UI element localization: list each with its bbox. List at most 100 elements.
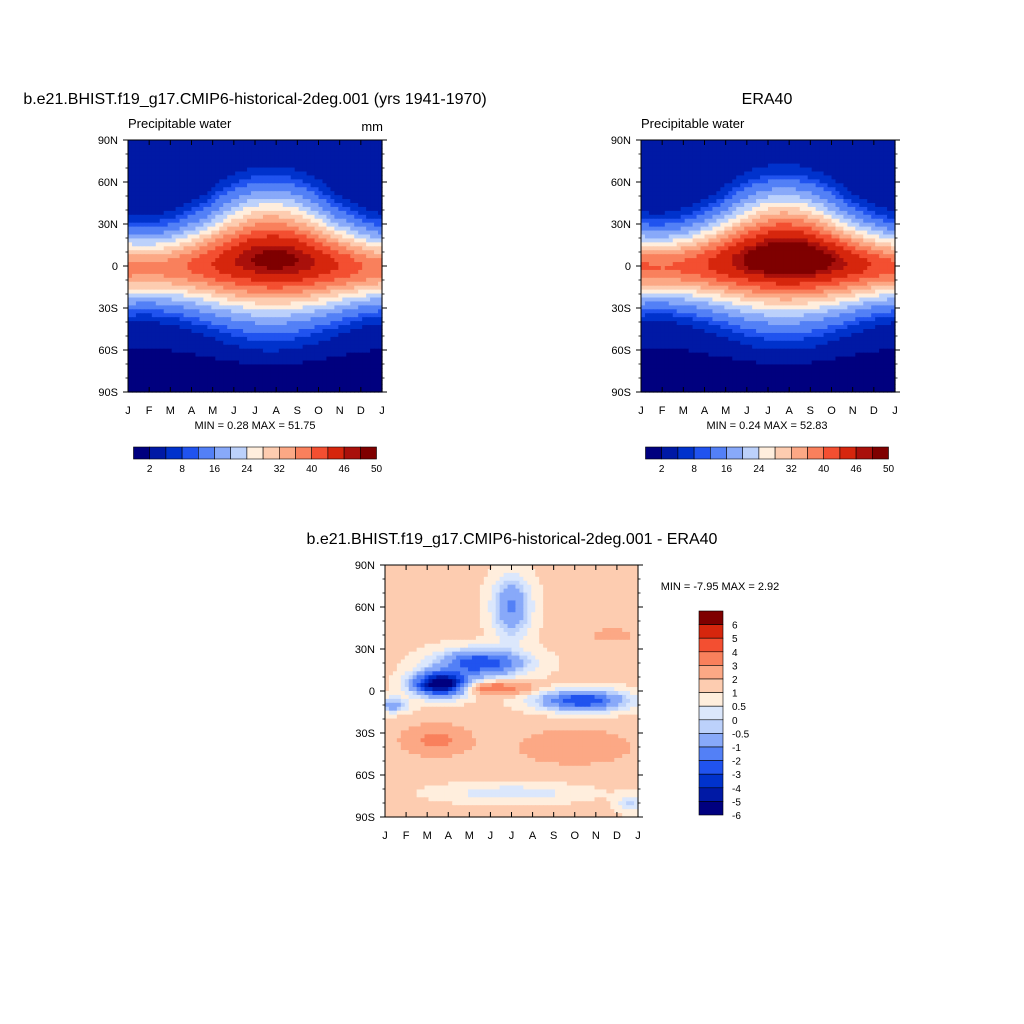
field-cell	[231, 214, 236, 220]
field-cell	[195, 155, 201, 161]
field-cell	[350, 175, 355, 180]
field-cell	[282, 143, 288, 149]
field-cell	[251, 187, 256, 192]
field-cell	[139, 266, 145, 271]
field-cell	[219, 297, 224, 303]
field-cell	[179, 305, 185, 310]
field-cell	[716, 143, 721, 149]
field-cell	[286, 203, 292, 208]
field-cell	[358, 226, 363, 232]
field-cell	[247, 368, 252, 373]
field-cell	[191, 191, 197, 196]
field-cell	[266, 364, 272, 369]
field-cell	[839, 155, 845, 161]
field-cell	[764, 155, 769, 161]
field-cell	[326, 159, 332, 165]
field-cell	[823, 143, 829, 149]
field-cell	[298, 175, 304, 180]
field-cell	[203, 352, 208, 358]
field-cell	[342, 230, 347, 236]
field-cell	[243, 258, 248, 263]
field-cell	[294, 195, 300, 200]
field-cell	[227, 325, 232, 330]
field-cell	[290, 309, 296, 314]
field-cell	[354, 376, 359, 381]
field-cell	[334, 246, 339, 251]
field-cell	[175, 305, 181, 310]
panel-model-minmax: MIN = 0.28 MAX = 51.75	[194, 420, 315, 432]
field-cell	[175, 175, 181, 180]
field-cell	[151, 226, 157, 232]
field-cell	[811, 163, 817, 169]
field-cell	[147, 348, 153, 354]
field-cell	[270, 344, 276, 350]
field-cell	[302, 171, 308, 177]
field-cell	[207, 352, 212, 358]
field-cell	[366, 269, 371, 275]
field-cell	[664, 147, 670, 153]
field-cell	[815, 183, 821, 188]
field-cell	[211, 344, 216, 350]
field-cell	[282, 203, 288, 208]
field-cell	[350, 155, 355, 161]
field-cell	[278, 285, 284, 291]
field-cell	[207, 175, 212, 180]
field-cell	[334, 226, 339, 232]
field-cell	[167, 321, 173, 326]
field-cell	[235, 317, 240, 322]
field-cell	[251, 301, 256, 306]
field-cell	[183, 293, 189, 299]
field-cell	[235, 269, 240, 275]
field-cell	[258, 230, 264, 236]
field-cell	[354, 230, 359, 236]
field-cell	[294, 305, 300, 310]
field-cell	[143, 195, 149, 200]
field-cell	[179, 183, 185, 188]
field-cell	[199, 155, 205, 161]
field-cell	[195, 183, 201, 188]
field-cell	[298, 277, 304, 283]
field-cell	[147, 281, 153, 287]
field-cell	[362, 297, 367, 303]
field-cell	[274, 360, 280, 366]
field-cell	[251, 262, 256, 267]
field-cell	[358, 325, 363, 330]
field-cell	[282, 281, 288, 287]
field-cell	[791, 179, 797, 184]
field-cell	[278, 199, 284, 204]
field-cell	[362, 218, 367, 224]
field-cell	[374, 250, 379, 255]
field-cell	[163, 250, 169, 255]
field-cell	[151, 238, 157, 243]
field-cell	[179, 218, 185, 224]
field-cell	[346, 356, 351, 362]
field-cell	[155, 203, 161, 208]
field-cell	[795, 163, 801, 169]
field-cell	[366, 234, 371, 240]
field-cell	[342, 167, 347, 173]
field-cell	[306, 380, 312, 385]
field-cell	[752, 140, 757, 145]
field-cell	[748, 183, 753, 188]
field-cell	[732, 175, 737, 180]
field-cell	[203, 234, 208, 240]
field-cell	[310, 250, 316, 255]
field-cell	[294, 317, 300, 322]
field-cell	[175, 313, 181, 318]
field-cell	[855, 163, 860, 169]
field-cell	[302, 258, 308, 263]
field-cell	[322, 372, 328, 377]
field-cell	[338, 262, 343, 267]
field-cell	[358, 384, 363, 389]
field-cell	[183, 171, 189, 177]
field-cell	[258, 218, 264, 224]
field-cell	[354, 269, 359, 275]
field-cell	[251, 269, 256, 275]
field-cell	[366, 210, 371, 216]
field-cell	[203, 210, 208, 216]
field-cell	[290, 297, 296, 303]
field-cell	[278, 356, 284, 362]
field-cell	[262, 206, 268, 212]
field-cell	[318, 210, 324, 216]
field-cell	[362, 388, 367, 393]
